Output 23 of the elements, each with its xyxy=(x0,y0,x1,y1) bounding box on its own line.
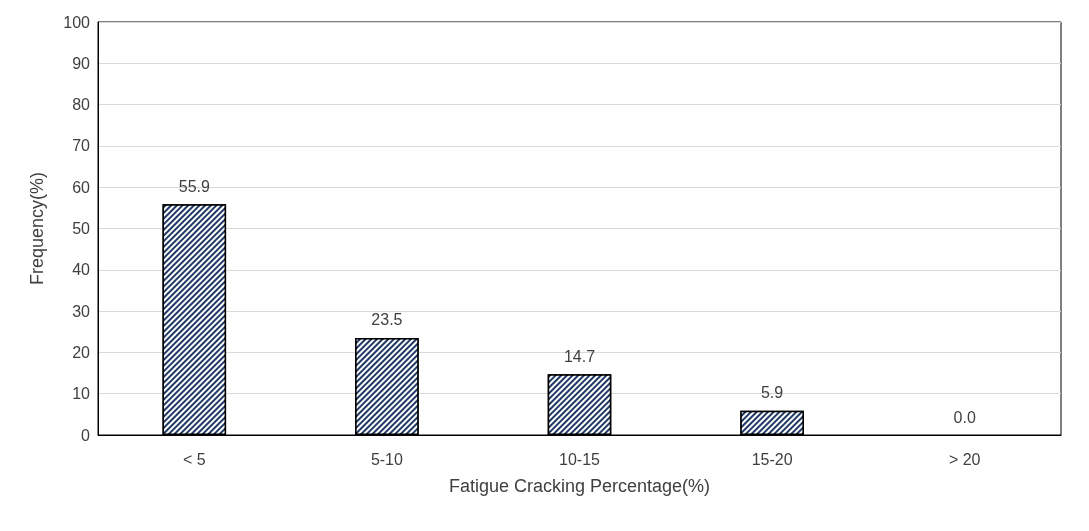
x-tick-label: 15-20 xyxy=(751,450,793,468)
y-tick-label: 20 xyxy=(72,343,91,361)
x-tick-label: 10-15 xyxy=(559,450,601,468)
y-tick-label: 10 xyxy=(72,385,91,403)
data-label: 5.9 xyxy=(760,384,784,402)
x-tick-label: 5-10 xyxy=(370,450,404,468)
data-label: 23.5 xyxy=(371,311,403,329)
y-tick-label: 90 xyxy=(72,54,91,72)
y-tick-label: 80 xyxy=(72,96,91,114)
x-axis-title: Fatigue Cracking Percentage(%) xyxy=(448,476,711,496)
x-tick-label: > 20 xyxy=(948,450,981,468)
y-tick-label: 0 xyxy=(81,426,91,444)
data-label: 14.7 xyxy=(563,347,596,365)
y-tick-label: 70 xyxy=(72,137,91,155)
y-tick-label: 100 xyxy=(63,13,91,31)
data-label: 0.0 xyxy=(953,408,976,426)
y-tick-label: 40 xyxy=(72,261,91,279)
y-axis-title: Frequency(%) xyxy=(27,171,47,286)
y-tick-label: 50 xyxy=(72,220,91,237)
y-tick-label: 60 xyxy=(72,178,91,196)
y-tick-label: 30 xyxy=(72,302,91,320)
x-tick-label: < 5 xyxy=(182,450,206,468)
data-label: 55.9 xyxy=(178,177,210,195)
